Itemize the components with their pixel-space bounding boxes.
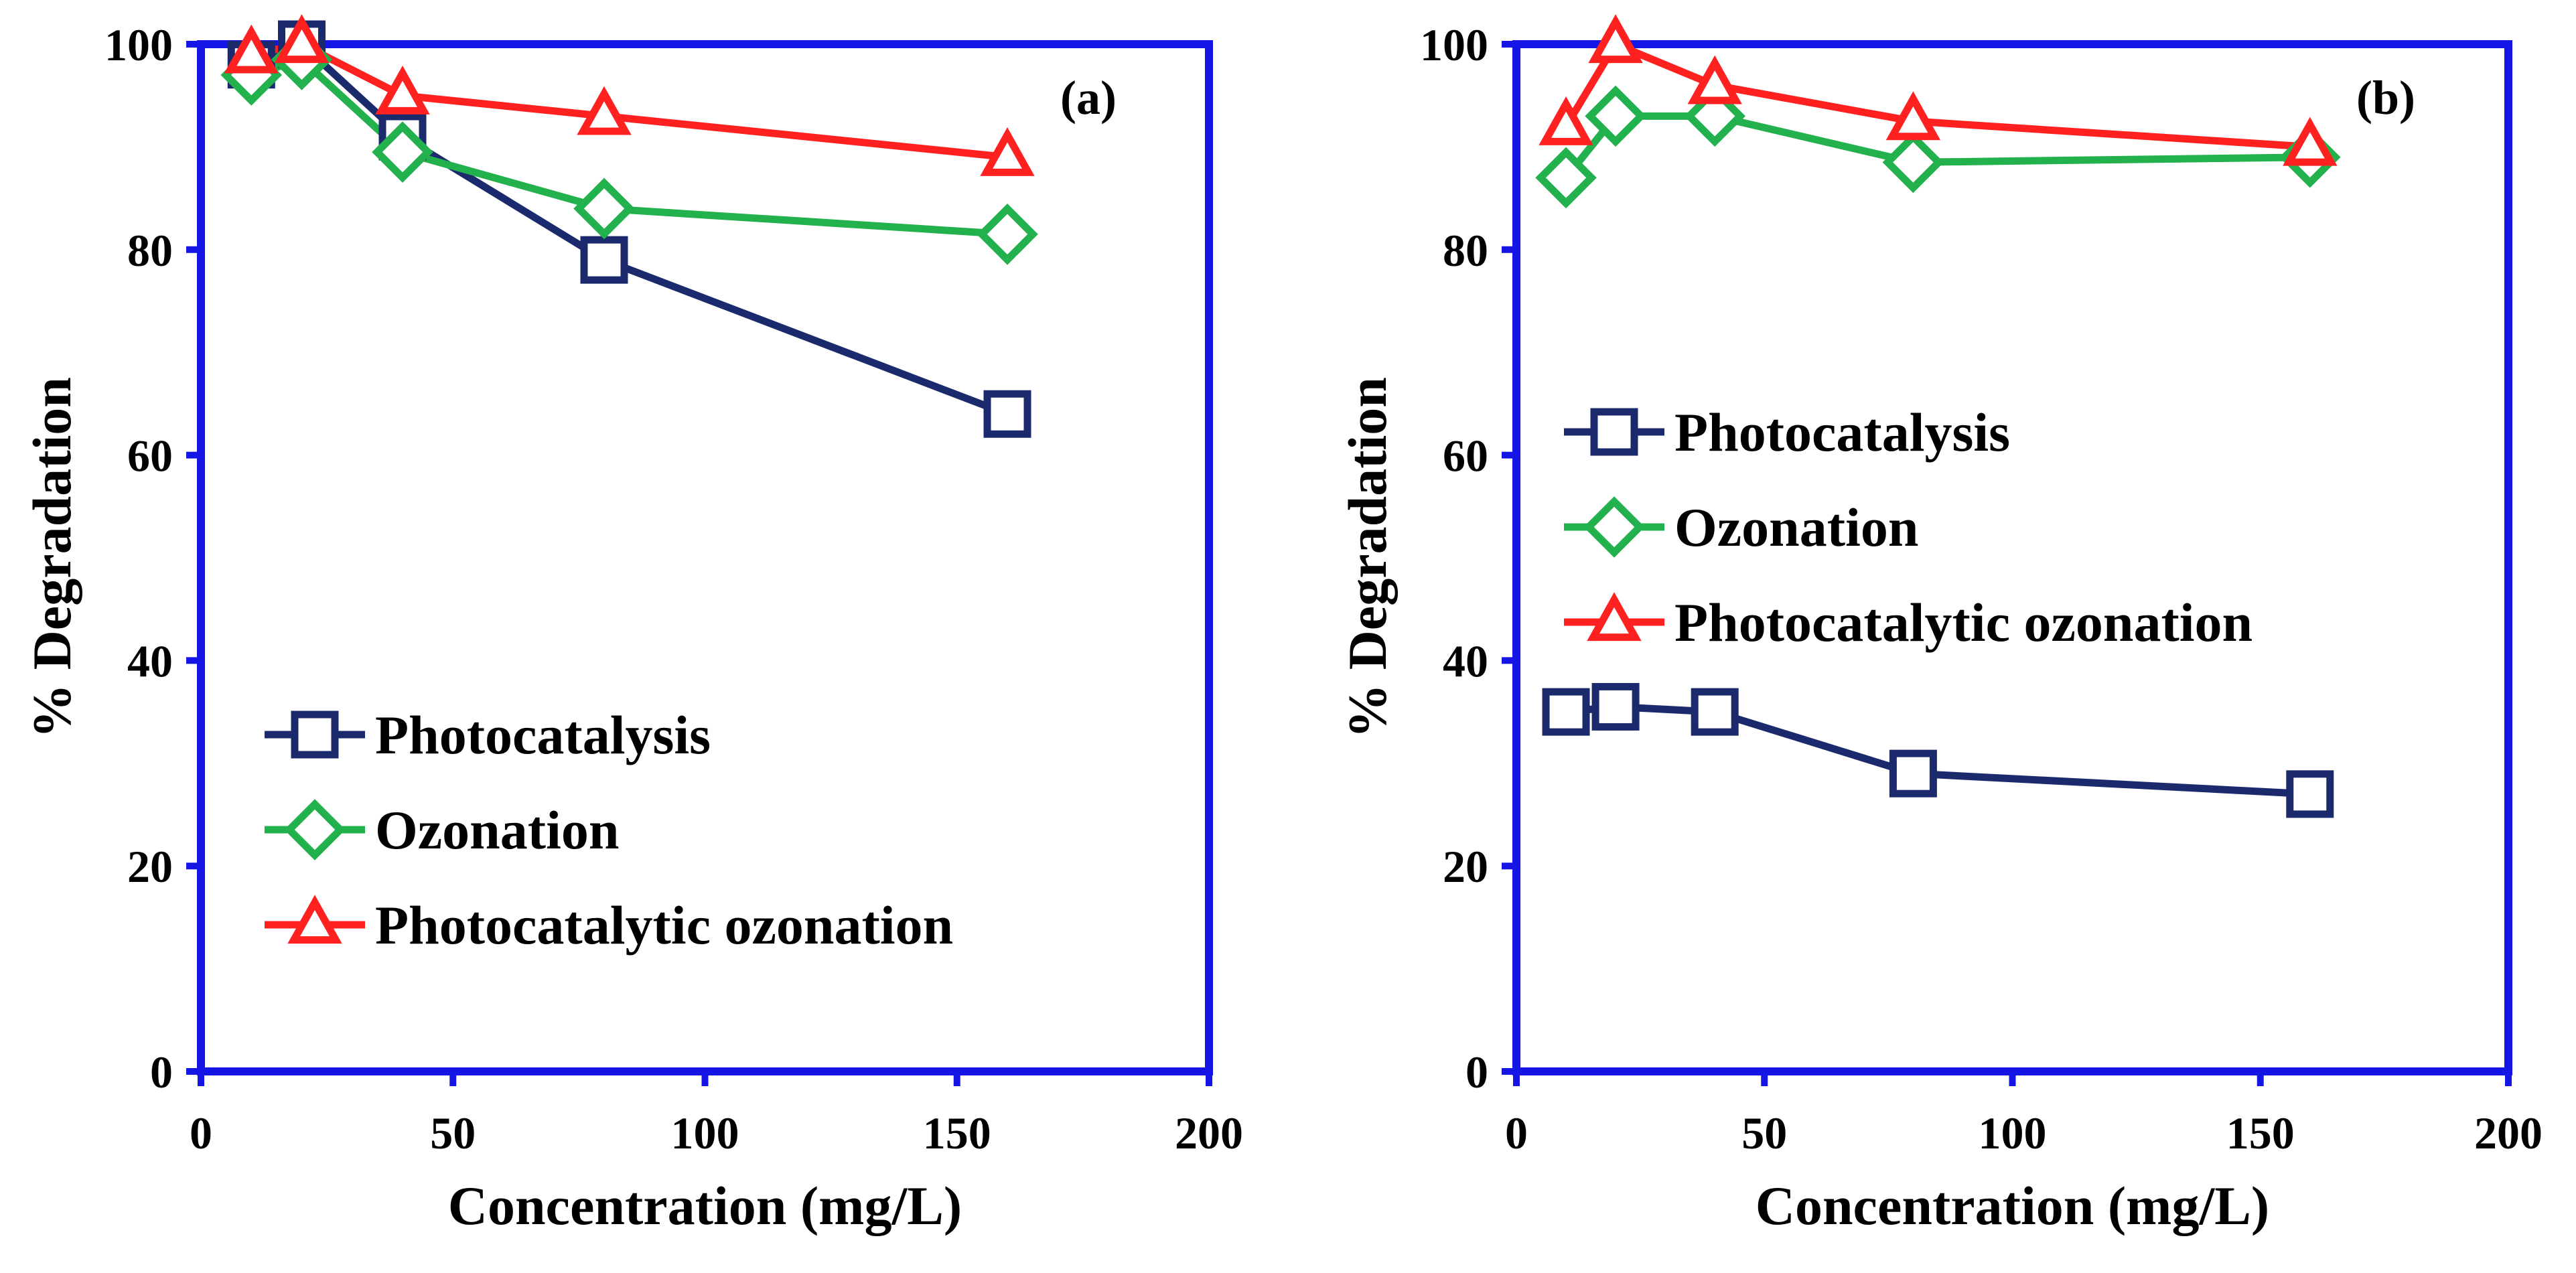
plot-frame	[1512, 40, 2512, 1075]
data-point-photocatalytic-ozonation	[375, 65, 430, 115]
data-point-photocatalytic-ozonation	[2283, 117, 2338, 166]
legend-entry: Photocatalytic ozonation	[1564, 592, 2252, 653]
x-tick-label: 100	[1979, 1108, 2047, 1158]
y-tick-label: 80	[1443, 225, 1488, 276]
x-tick-label: 50	[1741, 1108, 1787, 1158]
data-point-photocatalytic-ozonation	[224, 24, 279, 74]
data-point-photocatalysis	[1542, 688, 1590, 736]
y-tick-label: 80	[127, 225, 173, 276]
data-point-photocatalysis	[1591, 682, 1640, 731]
y-tick-label: 100	[104, 19, 173, 70]
y-axis-title: % Degradation	[1337, 377, 1398, 739]
data-point-photocatalysis	[2286, 770, 2334, 818]
data-point-photocatalysis	[983, 390, 1031, 438]
y-tick-label: 40	[1443, 635, 1488, 686]
x-tick-label: 0	[190, 1108, 212, 1158]
legend-entry: Photocatalytic ozonation	[265, 895, 953, 956]
data-point-photocatalysis	[580, 236, 628, 284]
data-point-photocatalytic-ozonation	[980, 127, 1035, 176]
legend-marker	[291, 710, 339, 759]
legend-marker	[1583, 496, 1645, 558]
y-tick-label: 40	[127, 635, 173, 686]
data-point-photocatalytic-ozonation	[274, 14, 330, 64]
legend-label: Photocatalysis	[1674, 402, 2010, 463]
y-tick-label: 20	[1443, 841, 1488, 892]
data-point-ozonation	[977, 204, 1038, 265]
data-point-photocatalytic-ozonation	[1588, 14, 1643, 64]
y-tick-label: 20	[127, 841, 173, 892]
data-point-photocatalytic-ozonation	[1885, 91, 1941, 141]
legend-label: Photocatalytic ozonation	[375, 895, 953, 956]
panel-a: 0 20 40 60 80 100 0 50 100 150 200 Concentration (m…	[21, 14, 1243, 1236]
data-point-photocatalytic-ozonation	[1687, 55, 1742, 104]
data-point-photocatalysis	[1691, 688, 1739, 736]
y-tick-label: 60	[1443, 431, 1488, 481]
series-line-photocatalysis	[1565, 702, 2311, 798]
x-tick-label: 50	[430, 1108, 476, 1158]
panel-label: (a)	[1060, 71, 1117, 125]
x-tick-label: 150	[2226, 1108, 2295, 1158]
series-line-photocatalytic-ozonation	[1563, 40, 2311, 151]
data-point-ozonation	[1535, 147, 1597, 209]
panel-b: 0 20 40 60 80 100 0 50 100 150 200 Concentration (m…	[1337, 14, 2543, 1236]
x-tick-label: 200	[1175, 1108, 1243, 1158]
x-axis-title: Concentration (mg/L)	[448, 1175, 962, 1236]
legend-label: Ozonation	[375, 800, 619, 860]
data-point-ozonation	[1585, 85, 1646, 147]
legend-marker	[287, 895, 342, 944]
legend-marker	[1587, 592, 1642, 642]
legend-marker	[1590, 408, 1638, 456]
y-tick-label: 100	[1420, 19, 1488, 70]
data-point-ozonation	[573, 177, 635, 240]
legend-label: Photocatalysis	[375, 704, 711, 765]
legend-entry: Photocatalysis	[265, 704, 711, 765]
x-axis-title: Concentration (mg/L)	[1756, 1175, 2270, 1236]
y-tick-label: 60	[127, 431, 173, 481]
x-tick-label: 150	[923, 1108, 991, 1158]
legend-marker	[284, 799, 346, 860]
y-tick-label: 0	[1465, 1047, 1488, 1098]
data-point-photocatalytic-ozonation	[577, 86, 632, 135]
y-tick-label: 0	[150, 1047, 173, 1098]
legend-entry: Photocatalysis	[1564, 402, 2010, 463]
legend-entry: Ozonation	[1564, 496, 1918, 558]
y-axis-title: % Degradation	[21, 377, 82, 739]
legend-label: Photocatalytic ozonation	[1674, 592, 2252, 653]
legend-label: Ozonation	[1674, 497, 1918, 558]
panel-label: (b)	[2356, 71, 2415, 125]
x-tick-label: 200	[2474, 1108, 2543, 1158]
data-point-photocatalysis	[1889, 749, 1937, 798]
data-point-photocatalytic-ozonation	[1539, 96, 1593, 145]
legend-entry: Ozonation	[265, 799, 619, 860]
data-point-ozonation	[372, 121, 433, 183]
data-point-ozonation	[1882, 131, 1944, 194]
x-tick-label: 0	[1505, 1108, 1528, 1158]
x-tick-label: 100	[671, 1108, 739, 1158]
